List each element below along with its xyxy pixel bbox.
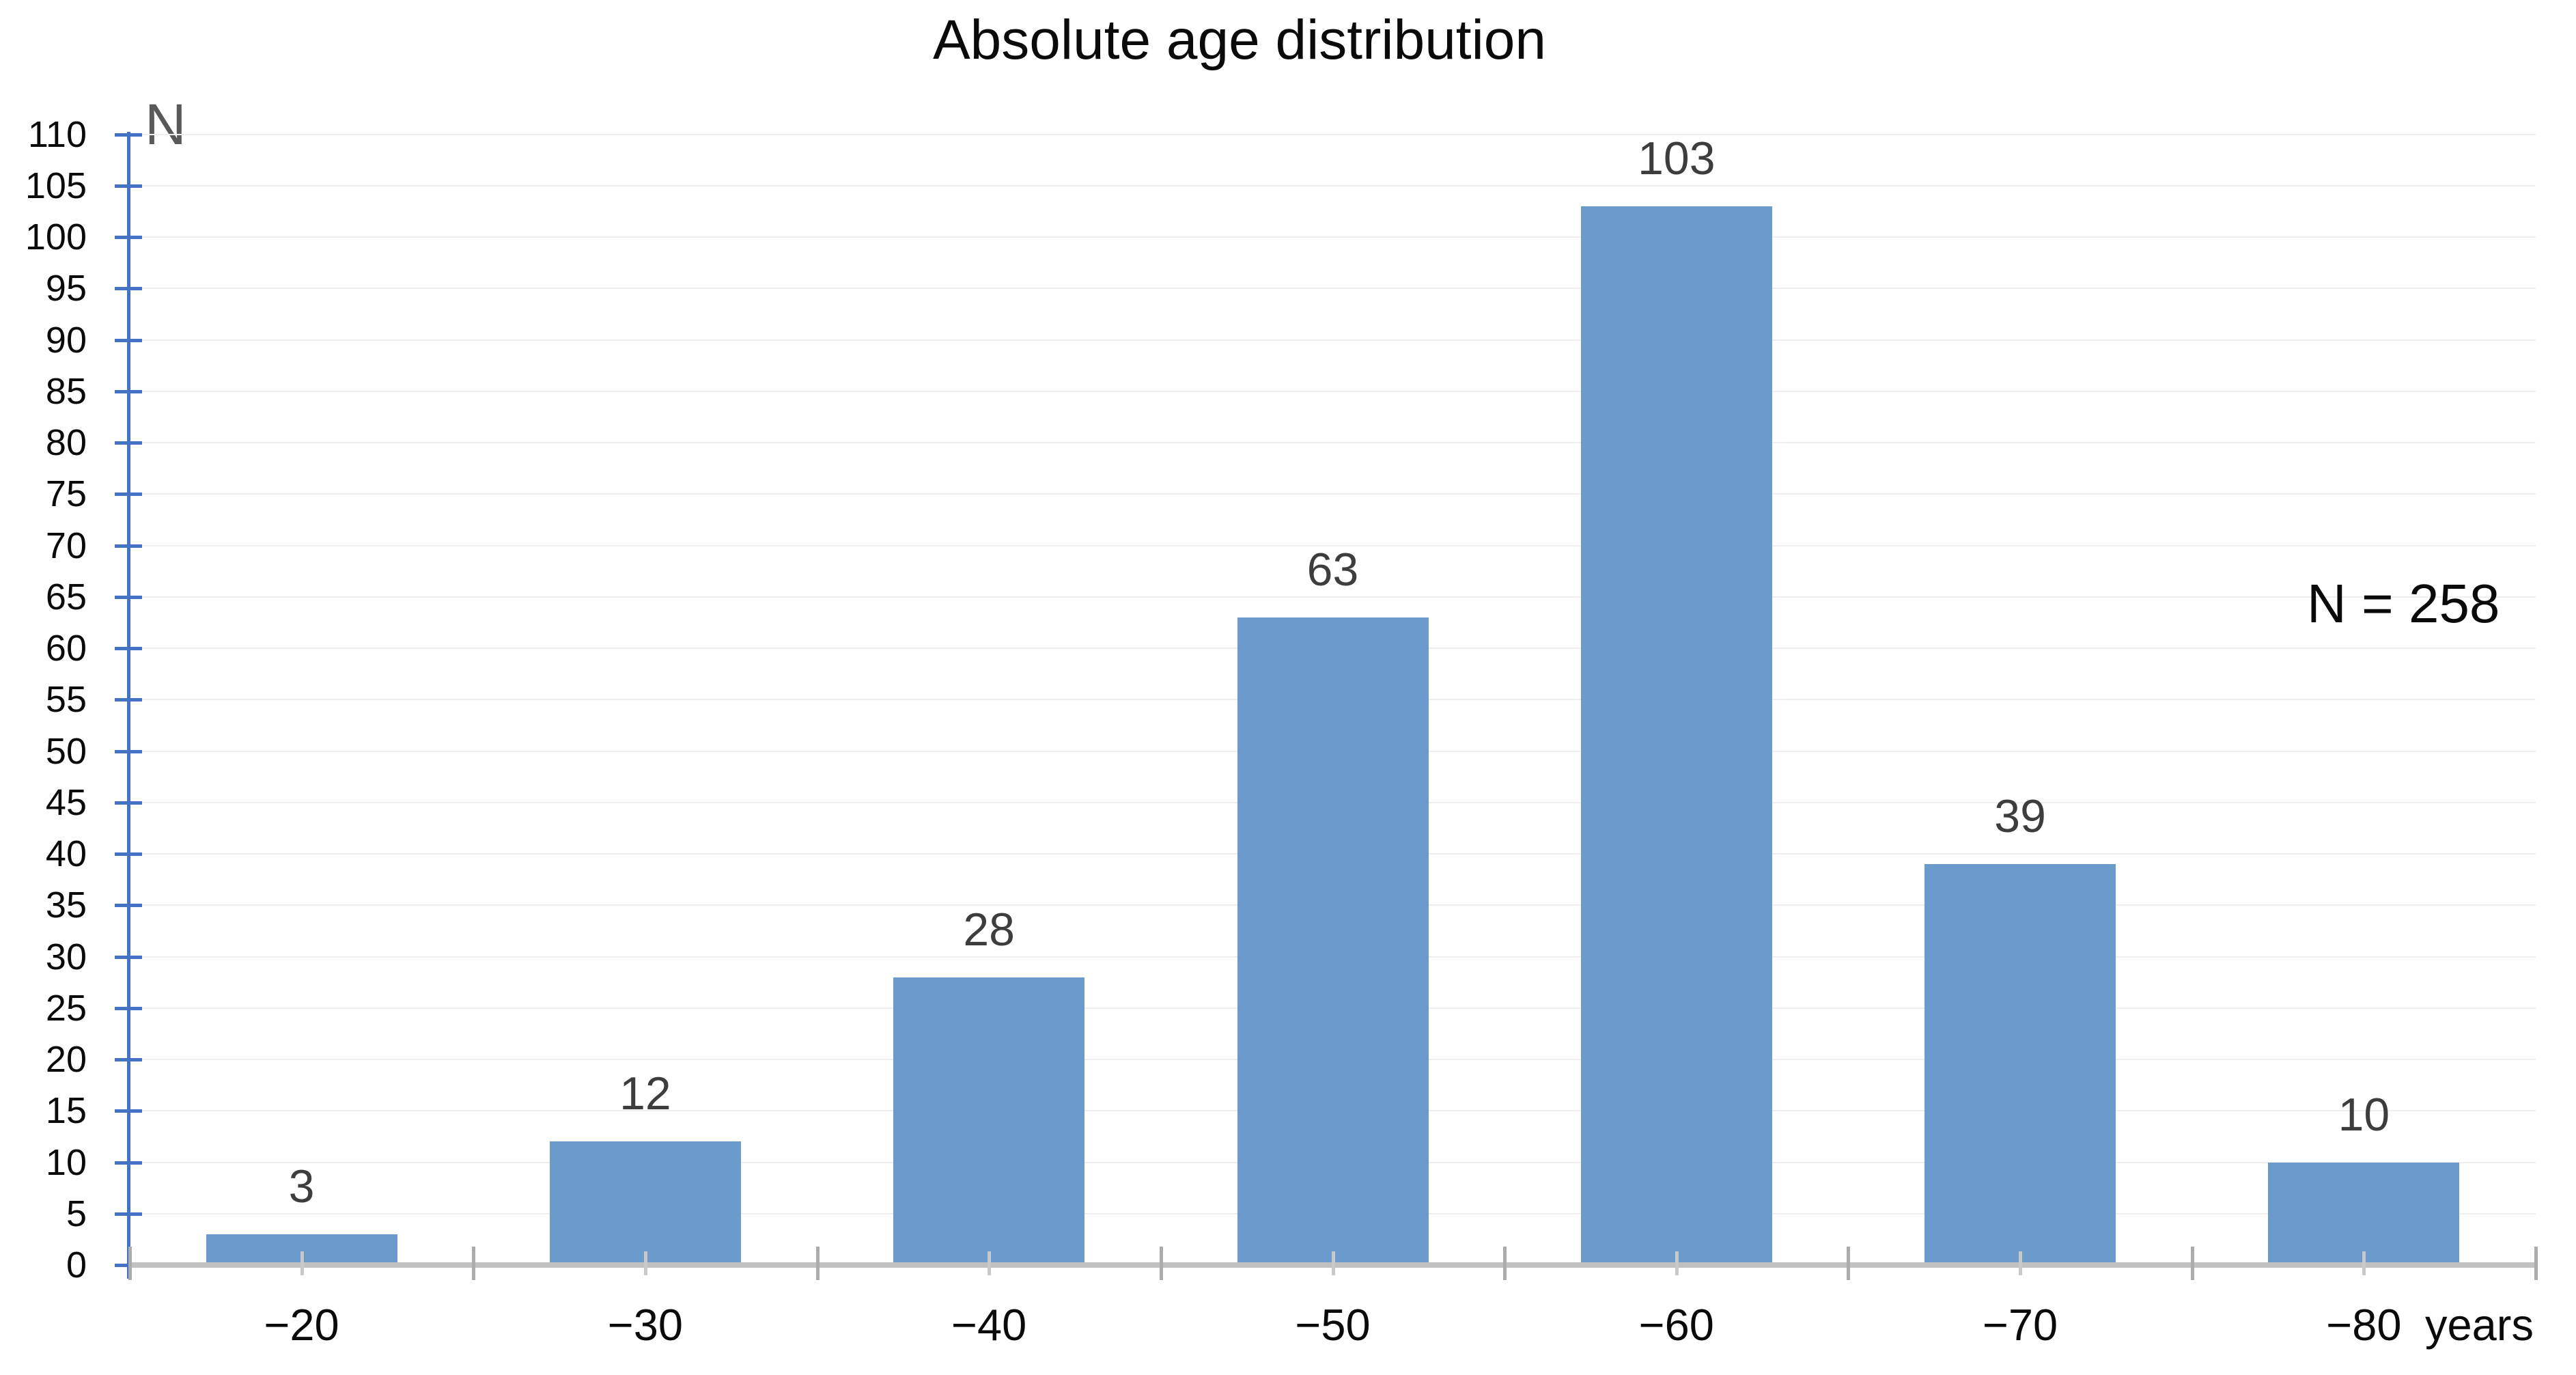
- x-tick-label: −80: [2326, 1300, 2402, 1350]
- x-axis-major-tick: [2190, 1247, 2194, 1280]
- gridline: [130, 133, 2536, 135]
- bar-value-label: 28: [963, 903, 1015, 956]
- bar: [1580, 206, 1772, 1265]
- y-tick-label: 10: [45, 1141, 87, 1183]
- x-axis-minor-tick: [988, 1251, 992, 1275]
- y-axis-tick: [115, 1161, 142, 1165]
- gridline: [130, 442, 2536, 443]
- y-tick-label: 20: [45, 1039, 87, 1080]
- x-tick-label: −30: [607, 1300, 684, 1350]
- y-axis-tick: [115, 389, 142, 393]
- y-tick-label: 80: [45, 422, 87, 463]
- y-axis-tick: [115, 236, 142, 239]
- y-tick-label: 95: [45, 268, 87, 309]
- bar: [893, 977, 1085, 1265]
- y-axis-tick: [115, 1006, 142, 1010]
- bar-value-label: 103: [1638, 132, 1716, 184]
- y-tick-label: 55: [45, 679, 87, 721]
- bar: [1237, 617, 1429, 1265]
- x-axis-major-tick: [1503, 1247, 1507, 1280]
- gridline: [130, 544, 2536, 546]
- y-tick-label: 15: [45, 1090, 87, 1132]
- x-axis-minor-tick: [643, 1251, 647, 1275]
- x-axis-major-tick: [1847, 1247, 1851, 1280]
- y-tick-label: 70: [45, 525, 87, 566]
- y-tick-label: 60: [45, 628, 87, 669]
- y-axis-tick: [115, 852, 142, 856]
- bar: [549, 1141, 741, 1265]
- bar: [1924, 864, 2116, 1265]
- y-axis-tick: [115, 595, 142, 599]
- y-axis-title: N: [145, 92, 186, 156]
- sample-size-annotation: N = 258: [2307, 573, 2500, 634]
- y-tick-label: 50: [45, 730, 87, 772]
- y-tick-label: 75: [45, 473, 87, 515]
- y-tick-label: 85: [45, 370, 87, 412]
- chart-title: Absolute age distribution: [932, 9, 1547, 71]
- gridline: [130, 236, 2536, 238]
- x-axis-minor-tick: [1331, 1251, 1335, 1275]
- y-axis-tick: [115, 544, 142, 548]
- y-tick-label: 30: [45, 936, 87, 977]
- y-tick-label: 0: [66, 1245, 87, 1286]
- gridline: [130, 288, 2536, 290]
- y-axis-tick: [115, 441, 142, 445]
- gridline: [130, 339, 2536, 341]
- x-axis-major-tick: [472, 1247, 476, 1280]
- y-axis-tick: [115, 647, 142, 650]
- gridline: [130, 493, 2536, 495]
- x-tick-label: −60: [1638, 1300, 1714, 1350]
- x-tick-label: −20: [264, 1300, 339, 1350]
- x-axis-minor-tick: [2362, 1251, 2366, 1275]
- y-axis-tick: [115, 904, 142, 908]
- y-axis-tick: [115, 1058, 142, 1061]
- x-axis-major-tick: [815, 1247, 820, 1280]
- x-axis-minor-tick: [300, 1251, 304, 1275]
- x-axis-major-tick: [1159, 1247, 1163, 1280]
- y-axis-tick: [115, 492, 142, 497]
- y-tick-label: 35: [45, 885, 87, 926]
- y-tick-label: 65: [45, 576, 87, 617]
- x-tick-label: −40: [951, 1300, 1027, 1350]
- y-axis-tick: [115, 184, 142, 188]
- bar: [2268, 1162, 2460, 1265]
- gridline: [130, 390, 2536, 392]
- y-tick-label: 25: [45, 987, 87, 1029]
- x-axis-minor-tick: [1675, 1251, 1679, 1275]
- x-axis-minor-tick: [2019, 1251, 2023, 1275]
- x-axis-unit-label: years: [2425, 1300, 2534, 1350]
- bar-value-label: 3: [288, 1160, 315, 1212]
- y-tick-label: 90: [45, 319, 87, 361]
- y-axis-tick: [115, 698, 142, 702]
- bar-value-label: 10: [2338, 1088, 2390, 1141]
- y-axis-tick: [115, 287, 142, 291]
- gridline: [130, 596, 2536, 598]
- y-tick-label: 40: [45, 833, 87, 874]
- bar-value-label: 39: [1994, 790, 2046, 842]
- x-tick-label: −70: [1982, 1300, 2058, 1350]
- y-tick-label: 110: [27, 113, 87, 155]
- gridline: [130, 184, 2536, 186]
- y-axis-tick: [115, 801, 142, 805]
- x-axis-major-tick: [128, 1247, 132, 1280]
- y-axis-tick: [115, 749, 142, 753]
- bar-value-label: 12: [619, 1068, 671, 1120]
- y-tick-label: 5: [66, 1193, 87, 1234]
- x-tick-label: −50: [1295, 1300, 1371, 1350]
- y-axis-tick: [115, 955, 142, 959]
- y-axis-tick: [115, 1212, 142, 1216]
- y-axis-tick: [115, 338, 142, 342]
- y-tick-label: 45: [45, 781, 87, 823]
- y-tick-label: 100: [25, 217, 87, 258]
- x-axis-major-tick: [2534, 1247, 2538, 1280]
- y-axis-tick: [115, 133, 142, 137]
- y-axis-line: [127, 132, 130, 1279]
- y-axis-tick: [115, 1109, 142, 1113]
- y-tick-label: 105: [25, 165, 87, 206]
- bar-value-label: 63: [1306, 543, 1359, 596]
